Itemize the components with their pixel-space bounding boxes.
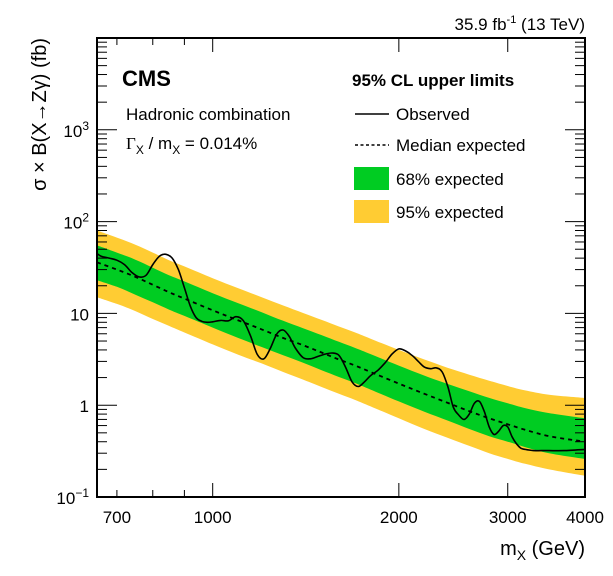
x-tick-label: 1000	[194, 508, 232, 527]
band-68-expected	[97, 245, 585, 459]
experiment-label: CMS	[122, 66, 171, 91]
lumi-label: 35.9 fb-1 (13 TeV)	[455, 14, 585, 34]
expected-bands	[97, 230, 585, 476]
y-tick-label: 103	[63, 119, 89, 141]
annotation-line1: Hadronic combination	[126, 105, 290, 124]
tick-labels: 700 1000 2000 3000 4000 10−1 1 10 102 103	[56, 119, 604, 527]
axis-ticks	[97, 38, 585, 498]
x-tick-label: 4000	[566, 508, 604, 527]
legend-expected-label: Median expected	[396, 136, 525, 155]
legend-68-swatch	[354, 167, 389, 190]
legend-observed-label: Observed	[396, 105, 470, 124]
y-axis-title: σ × B(X→Zγ) (fb)	[29, 38, 51, 191]
legend-68-label: 68% expected	[396, 170, 504, 189]
plot-frame	[96, 37, 586, 498]
limit-lines	[96, 252, 586, 452]
legend-95-label: 95% expected	[396, 203, 504, 222]
observed-line	[96, 252, 586, 452]
x-axis-title: mX (GeV)	[500, 538, 585, 563]
legend: 95% CL upper limits Observed Median expe…	[352, 71, 525, 223]
x-tick-label: 700	[103, 508, 131, 527]
x-tick-label: 3000	[489, 508, 527, 527]
x-tick-label: 2000	[380, 508, 418, 527]
y-tick-label: 10	[70, 305, 89, 324]
legend-title: 95% CL upper limits	[352, 71, 514, 90]
annotation-line2: ΓX / mX = 0.014%	[126, 134, 257, 157]
y-tick-label: 1	[80, 397, 89, 416]
y-tick-label: 10−1	[56, 486, 89, 508]
legend-95-swatch	[354, 200, 389, 223]
median-expected-line	[96, 261, 586, 443]
y-tick-label: 102	[63, 211, 89, 233]
